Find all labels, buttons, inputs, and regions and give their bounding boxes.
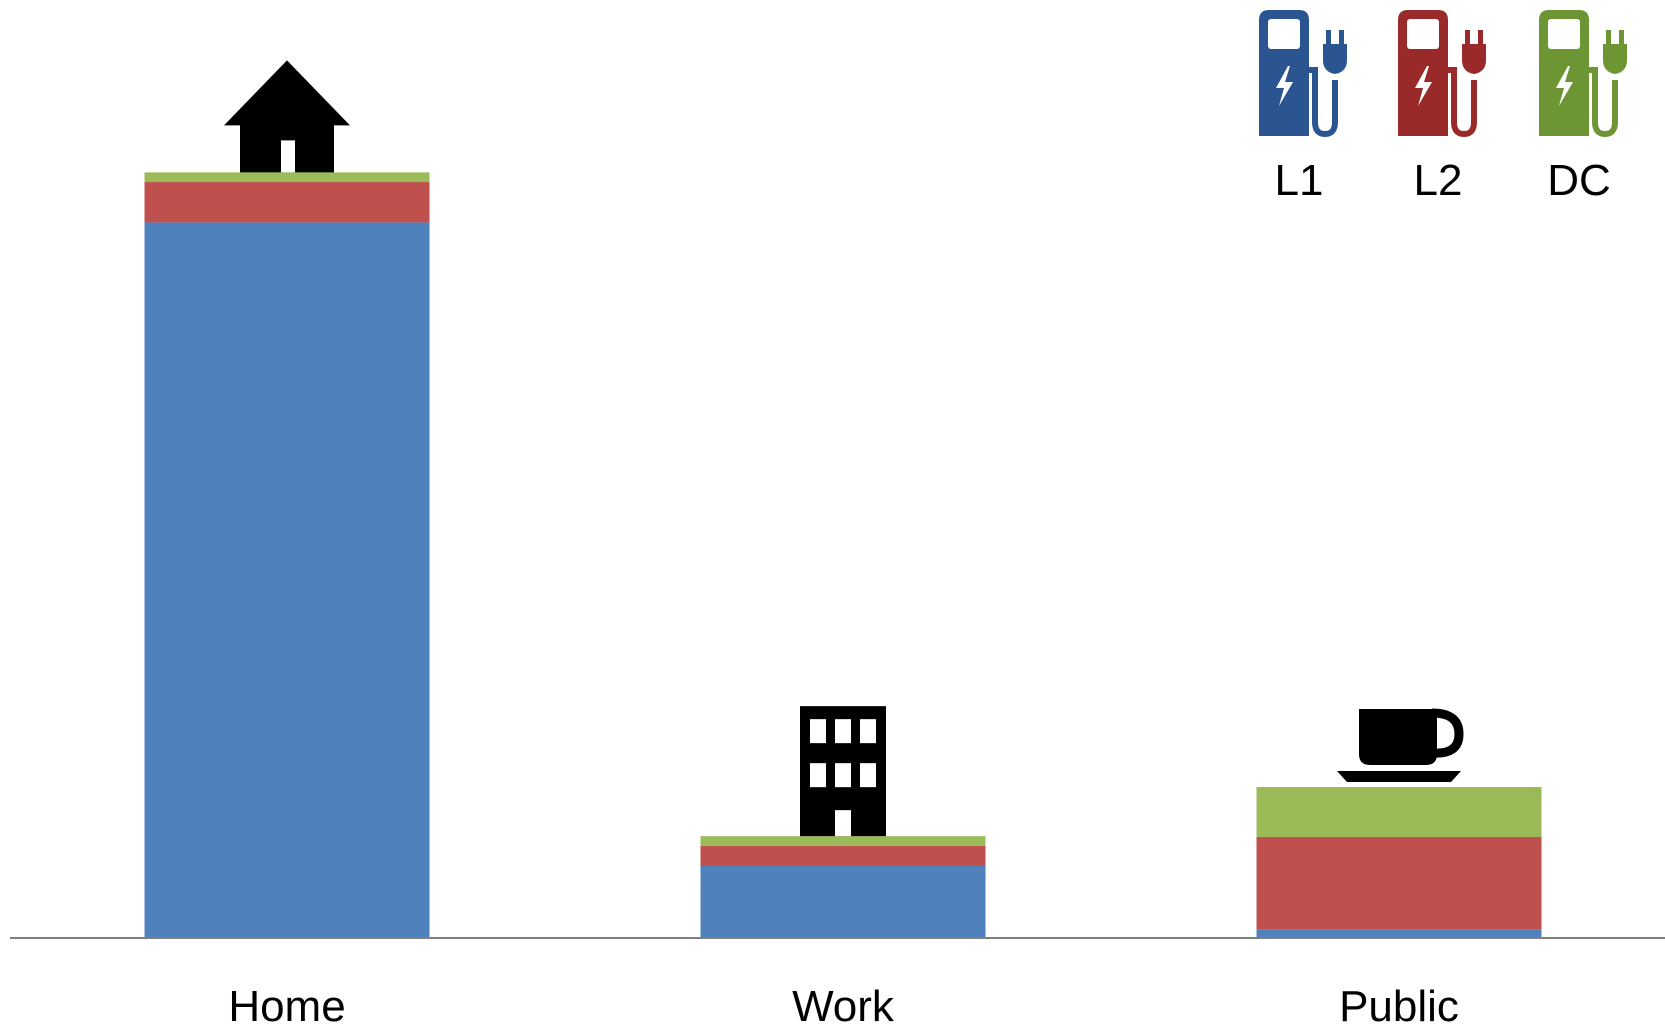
legend-label-l1: L1 xyxy=(1275,156,1324,205)
house-icon xyxy=(224,60,350,173)
bars-group xyxy=(144,172,1542,938)
legend-label-l2: L2 xyxy=(1414,156,1463,205)
bar-segment-l2-public xyxy=(1256,837,1542,930)
bar-segment-dc-public xyxy=(1256,786,1542,838)
legend: L1 L2 DC xyxy=(1259,10,1627,205)
category-label-public: Public xyxy=(1339,982,1459,1028)
bar-segment-l2-work xyxy=(700,845,986,867)
legend-item-l1: L1 xyxy=(1259,10,1347,205)
category-label-work: Work xyxy=(792,982,895,1028)
ev-charger-icon xyxy=(1259,10,1347,138)
bar-segment-l2-home xyxy=(144,182,430,223)
bar-segment-dc-work xyxy=(700,836,986,846)
bar-segment-l1-work xyxy=(700,866,986,938)
ev-charger-icon xyxy=(1539,10,1627,138)
ev-charger-icon xyxy=(1398,10,1486,138)
office-building-icon xyxy=(800,706,886,837)
legend-label-dc: DC xyxy=(1547,156,1611,205)
category-icons-group xyxy=(224,60,1464,837)
category-labels-group: Home Work Public xyxy=(228,982,1459,1028)
legend-item-dc: DC xyxy=(1539,10,1627,205)
coffee-cup-icon xyxy=(1337,708,1464,782)
category-label-home: Home xyxy=(228,982,345,1028)
bar-segment-dc-home xyxy=(144,172,430,183)
legend-item-l2: L2 xyxy=(1398,10,1486,205)
bar-segment-l1-public xyxy=(1256,929,1542,938)
bar-segment-l1-home xyxy=(144,222,430,938)
